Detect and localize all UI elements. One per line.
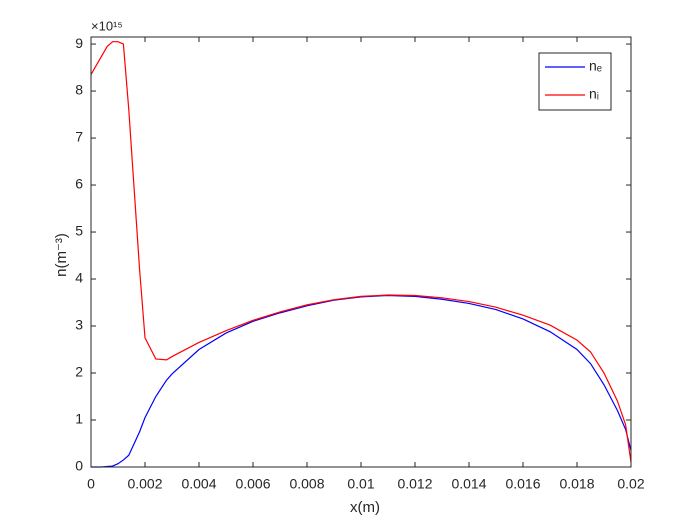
y-tick-label: 9 bbox=[75, 35, 83, 51]
y-tick-label: 1 bbox=[75, 411, 83, 427]
legend-label: nᵢ bbox=[589, 86, 599, 102]
legend-label: nₑ bbox=[589, 58, 602, 74]
x-tick-label: 0.01 bbox=[347, 476, 374, 492]
x-tick-label: 0.014 bbox=[451, 476, 486, 492]
x-tick-label: 0.002 bbox=[127, 476, 162, 492]
y-tick-label: 2 bbox=[75, 364, 83, 380]
y-axis-label: n(m⁻³) bbox=[53, 233, 70, 277]
x-tick-label: 0.006 bbox=[235, 476, 270, 492]
y-multiplier: ×10¹⁵ bbox=[91, 18, 123, 33]
x-tick-label: 0.018 bbox=[559, 476, 594, 492]
y-tick-label: 0 bbox=[75, 458, 83, 474]
x-tick-label: 0.012 bbox=[397, 476, 432, 492]
series-line bbox=[90, 41, 632, 463]
x-tick-label: 0 bbox=[87, 476, 95, 492]
y-tick-label: 7 bbox=[75, 129, 83, 145]
x-tick-label: 0.004 bbox=[181, 476, 216, 492]
x-axis-label: x(m) bbox=[350, 499, 380, 516]
series-line bbox=[91, 294, 632, 468]
y-tick-label: 3 bbox=[75, 317, 83, 333]
x-tick-label: 0.008 bbox=[289, 476, 324, 492]
legend-box bbox=[538, 52, 612, 111]
y-tick-label: 4 bbox=[75, 270, 83, 286]
y-tick-label: 6 bbox=[75, 176, 83, 192]
plot-frame bbox=[90, 36, 632, 468]
y-tick-label: 5 bbox=[75, 223, 83, 239]
x-tick-label: 0.016 bbox=[505, 476, 540, 492]
x-tick-label: 0.02 bbox=[617, 476, 644, 492]
y-tick-label: 8 bbox=[75, 82, 83, 98]
